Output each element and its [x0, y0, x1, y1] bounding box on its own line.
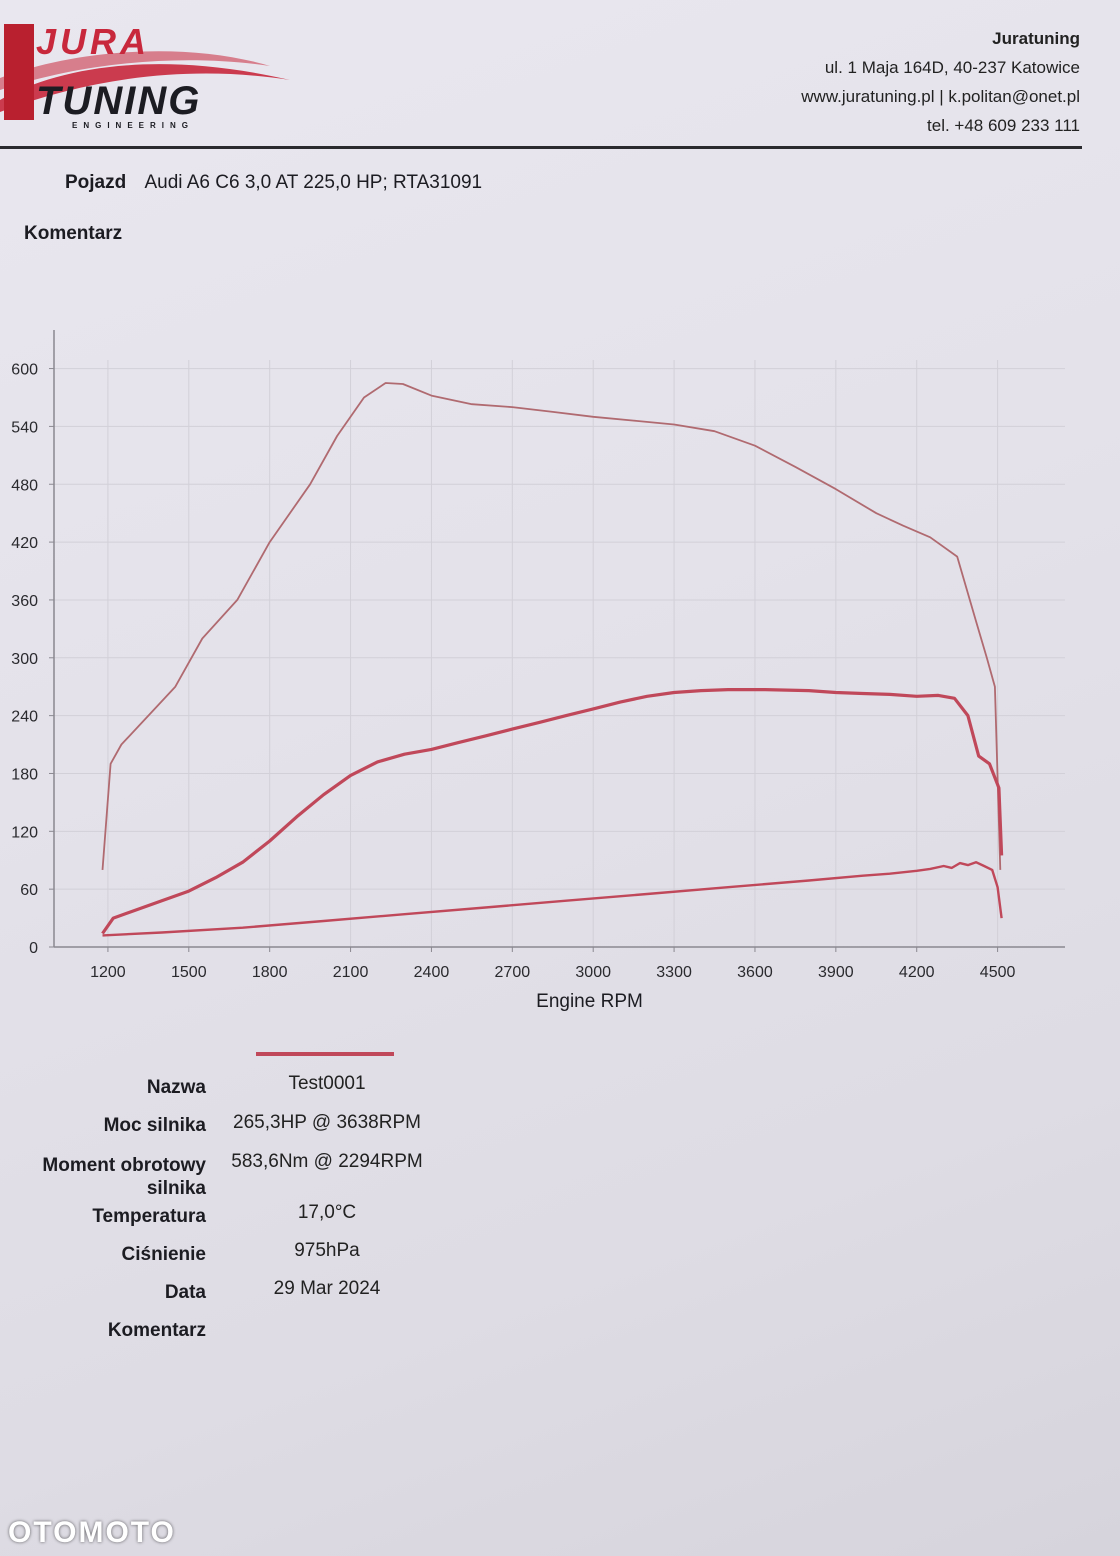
y-tick-label: 420	[11, 535, 38, 552]
x-axis-title: Engine RPM	[536, 991, 643, 1012]
x-tick-label: 1200	[90, 964, 126, 981]
date-value: 29 Mar 2024	[273, 1278, 381, 1299]
x-tick-label: 3000	[575, 964, 611, 981]
logo-swoosh-icon	[0, 51, 290, 112]
vehicle-line: Pojazd Audi A6 C6 3,0 AT 225,0 HP; RTA31…	[65, 172, 482, 194]
loss-curve	[102, 861, 1003, 937]
x-tick-label: 1500	[171, 964, 207, 981]
company-phone: tel. +48 609 233 111	[927, 116, 1080, 135]
y-tick-label: 300	[11, 651, 38, 668]
power-value: 265,3HP @ 3638RPM	[233, 1112, 421, 1133]
y-tick-label: 480	[11, 477, 38, 494]
vehicle-value: Audi A6 C6 3,0 AT 225,0 HP; RTA31091	[144, 172, 483, 193]
otomoto-watermark: OTOMOTO	[8, 1516, 176, 1549]
y-tick-label: 0	[29, 940, 38, 957]
y-tick-label: 360	[11, 593, 38, 610]
torque-value: 583,6Nm @ 2294RPM	[231, 1151, 423, 1172]
comment-label-top: Komentarz	[24, 223, 123, 244]
y-tick-label: 240	[11, 709, 38, 726]
power-label: Moc silnika	[103, 1115, 206, 1136]
pressure-value: 975hPa	[294, 1240, 360, 1261]
vehicle-label: Pojazd	[65, 172, 127, 193]
y-tick-label: 120	[11, 824, 38, 841]
company-info: Juratuning ul. 1 Maja 164D, 40-237 Katow…	[801, 24, 1080, 140]
comment-label-bottom: Komentarz	[107, 1320, 206, 1341]
power-curve	[101, 688, 1004, 935]
chart-grid	[54, 360, 1065, 948]
company-logo: JURA TUNING ENGINEERING	[0, 21, 290, 130]
y-tick-label: 540	[11, 419, 38, 436]
chart-axes	[49, 330, 1065, 952]
x-tick-label: 4500	[980, 964, 1016, 981]
company-address: ul. 1 Maja 164D, 40-237 Katowice	[824, 58, 1080, 77]
name-label: Nazwa	[146, 1077, 206, 1098]
x-tick-label: 2100	[333, 964, 369, 981]
torque-label: Moment obrotowy silnika	[42, 1154, 206, 1200]
name-value: Test0001	[288, 1073, 366, 1094]
x-tick-label: 2700	[495, 964, 531, 981]
company-name: Juratuning	[992, 29, 1080, 48]
temperature-label: Temperatura	[92, 1206, 206, 1227]
logo-main-text: TUNING	[36, 79, 201, 123]
x-tick-label: 4200	[899, 964, 935, 981]
company-web-email: www.juratuning.pl | k.politan@onet.pl	[801, 87, 1080, 106]
y-tick-label: 600	[11, 362, 38, 379]
header-divider	[0, 146, 1082, 149]
logo-sub-text: ENGINEERING	[72, 121, 194, 130]
logo-j-mark-icon	[4, 24, 34, 120]
chart-series	[101, 382, 1004, 937]
pressure-label: Ciśnienie	[121, 1244, 206, 1265]
torque-label-line2: silnika	[146, 1178, 206, 1199]
torque-label-line1: Moment obrotowy	[42, 1155, 206, 1176]
x-tick-label: 3600	[737, 964, 773, 981]
y-tick-label: 180	[11, 766, 38, 783]
torque-curve	[101, 382, 1002, 870]
x-tick-label: 2400	[414, 964, 450, 981]
logo-top-text: JURA	[36, 21, 150, 62]
x-tick-label: 3900	[818, 964, 854, 981]
x-tick-labels: 1200 1500 1800 2100 2400 2700 3000 3300 3600 3900…	[90, 964, 1015, 981]
date-label: Data	[164, 1282, 206, 1303]
legend-line	[256, 1052, 394, 1056]
temperature-value: 17,0°C	[297, 1202, 357, 1223]
y-tick-label: 60	[20, 882, 38, 899]
y-tick-labels: 0 60 120 180 240 300 360 420 480 540 600	[11, 362, 38, 957]
x-tick-label: 3300	[656, 964, 692, 981]
x-tick-label: 1800	[252, 964, 288, 981]
